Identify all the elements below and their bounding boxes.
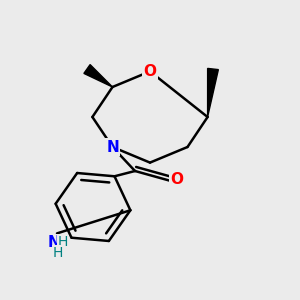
Text: H: H [58,236,68,249]
Text: N: N [48,235,60,250]
Text: N: N [106,140,119,154]
Text: O: O [143,64,157,79]
Polygon shape [208,68,218,117]
Text: H: H [53,246,63,260]
Polygon shape [84,64,112,87]
Text: O: O [170,172,184,187]
